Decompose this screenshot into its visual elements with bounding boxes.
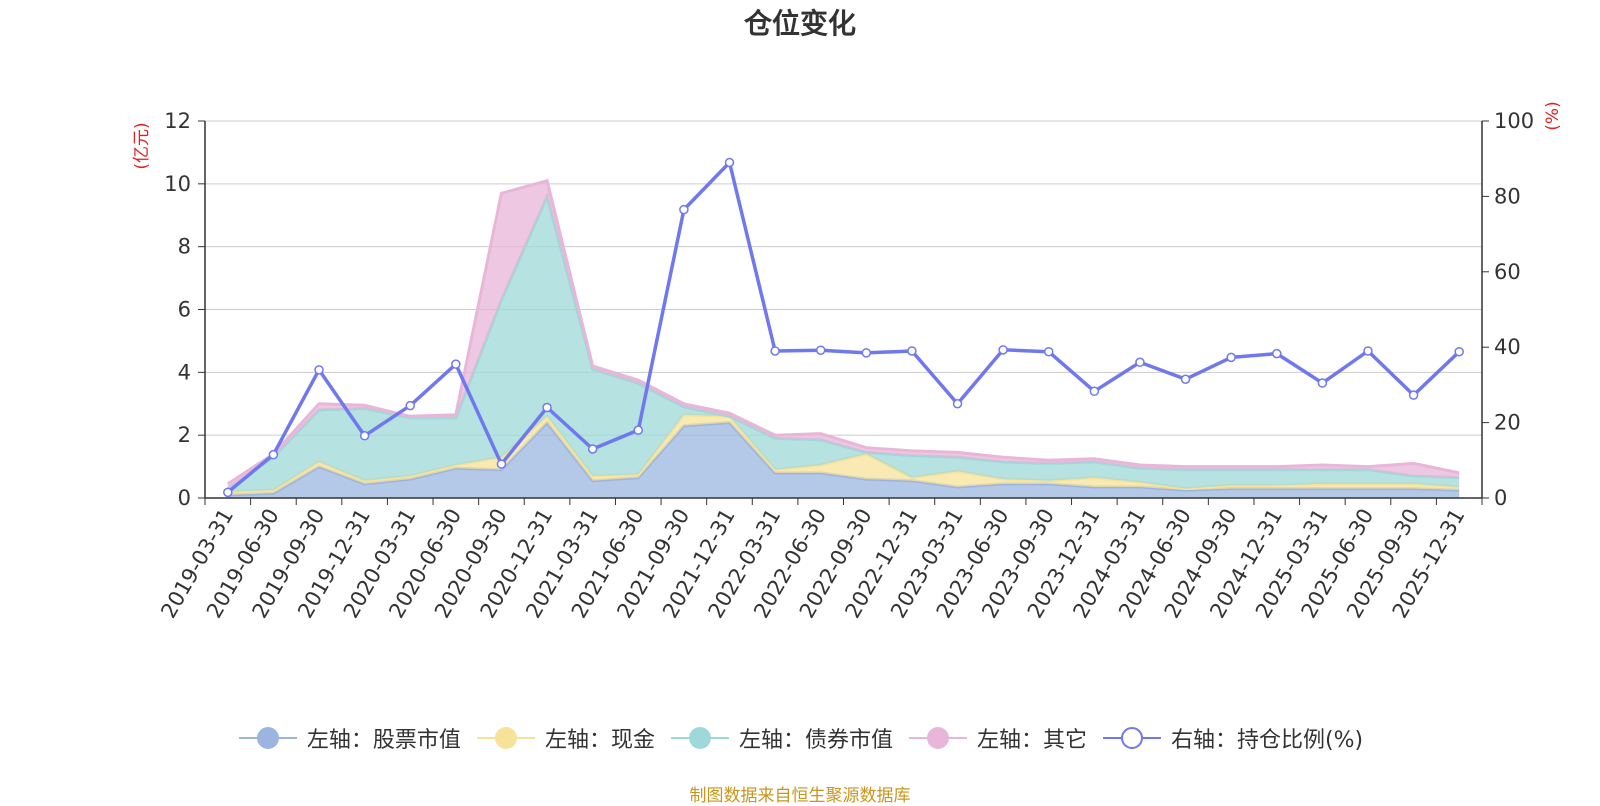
right-tick-label: 100 [1494, 109, 1534, 133]
area-series-2 [227, 196, 1460, 492]
right-tick-label: 20 [1494, 411, 1521, 435]
legend-ring-icon [1102, 727, 1161, 749]
legend-item-other[interactable]: 左轴：其它 [907, 722, 1087, 754]
area-series-3 [227, 180, 1460, 489]
ratio-point [1226, 352, 1236, 363]
ratio-point [587, 444, 598, 454]
ratio-point [405, 400, 415, 411]
ratio-point [268, 449, 279, 460]
legend: 左轴：股票市值 左轴：现金 左轴：债券市值 左轴：其它 右轴：持仓比例(%) [0, 722, 1600, 754]
right-tick-label: 80 [1494, 184, 1521, 208]
ratio-point [1408, 390, 1419, 400]
ratio-point [998, 345, 1008, 355]
ratio-point [1454, 346, 1464, 357]
legend-label: 左轴：现金 [544, 728, 655, 753]
right-tick-label: 0 [1494, 486, 1507, 510]
ratio-point [359, 431, 370, 441]
ratio-point [1363, 346, 1373, 356]
area-series-0 [227, 422, 1460, 498]
legend-circle-icon [476, 727, 535, 749]
ratio-point [907, 346, 917, 356]
ratio-line [223, 157, 1464, 498]
ratio-point [1180, 374, 1191, 384]
left-tick-label: 4 [178, 360, 191, 384]
source-note: 制图数据来自恒生聚源数据库 [689, 786, 911, 806]
right-tick-label: 40 [1494, 335, 1521, 359]
legend-circle-icon [670, 727, 729, 749]
stacked-areas [226, 178, 1460, 498]
legend-label: 左轴：股票市值 [306, 728, 461, 753]
left-axis-unit: (亿元) [132, 122, 152, 169]
ratio-point [861, 348, 872, 358]
legend-item-stock[interactable]: 左轴：股票市值 [237, 722, 461, 754]
legend-item-bond[interactable]: 左轴：债券市值 [669, 722, 893, 754]
grid-lines [205, 120, 1482, 436]
chart-title: 仓位变化 [744, 7, 856, 40]
left-tick-label: 2 [178, 423, 191, 447]
area-edge-3 [226, 178, 1460, 486]
ratio-point [1272, 348, 1282, 359]
left-tick-label: 8 [178, 235, 191, 259]
ratio-point [1317, 378, 1328, 388]
ratio-point [1135, 357, 1145, 368]
ratio-point [679, 204, 689, 215]
left-tick-label: 6 [178, 298, 191, 322]
ratio-point [1089, 386, 1100, 397]
right-axis-unit: (%) [1543, 101, 1563, 130]
ratio-point [223, 487, 233, 498]
ratio-point [314, 365, 324, 375]
ratio-point [542, 402, 552, 413]
left-tick-label: 12 [164, 109, 191, 133]
ratio-point [1043, 346, 1054, 357]
ratio-point [815, 345, 826, 355]
ratio-point [952, 399, 963, 409]
ratio-point [496, 459, 507, 469]
right-tick-label: 60 [1494, 260, 1521, 284]
ratio-point [451, 359, 461, 369]
legend-circle-icon [238, 727, 297, 749]
area-series-1 [227, 414, 1460, 495]
left-tick-label: 0 [178, 486, 191, 510]
legend-circle-icon [908, 727, 967, 749]
ratio-point [633, 425, 644, 435]
ratio-line-path [226, 160, 1461, 494]
legend-label: 左轴：债券市值 [738, 728, 893, 753]
ratio-point [724, 157, 735, 168]
axes: 0246810120204060801002019-03-312019-06-3… [156, 109, 1534, 622]
legend-label: 右轴：持仓比例(%) [1170, 728, 1364, 753]
legend-label: 左轴：其它 [976, 728, 1087, 753]
ratio-point [770, 346, 780, 356]
legend-item-ratio[interactable]: 右轴：持仓比例(%) [1101, 722, 1363, 754]
left-tick-label: 10 [164, 172, 191, 196]
legend-item-cash[interactable]: 左轴：现金 [475, 722, 655, 754]
